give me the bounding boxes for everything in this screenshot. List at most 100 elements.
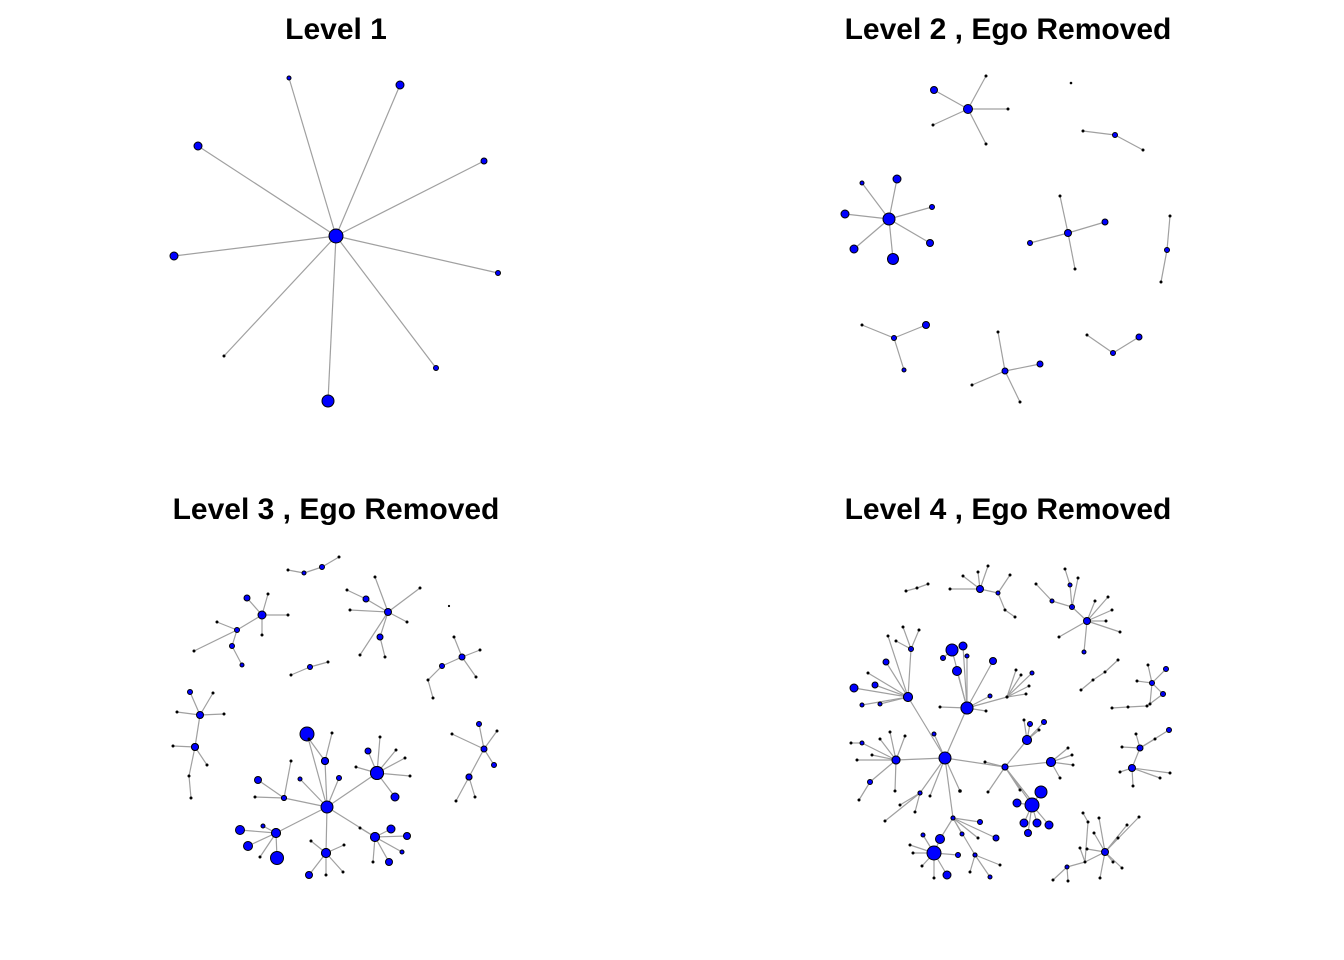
graph-edge (1099, 851, 1106, 879)
graph-edge (1004, 363, 1041, 372)
graph-node (474, 675, 478, 679)
graph-node (849, 741, 853, 745)
graph-node (1137, 815, 1141, 819)
hub-node (1128, 764, 1136, 772)
graph-node (403, 756, 407, 760)
hub-node (1024, 797, 1040, 813)
panel-title-level-3: Level 3 , Ego Removed (172, 493, 500, 526)
graph-edge (359, 611, 389, 656)
graph-edge (1086, 334, 1114, 354)
graph-node (307, 664, 313, 670)
graph-edge (247, 832, 277, 847)
graph-node (286, 75, 292, 81)
graph-edge (257, 779, 285, 799)
graph-edge (1104, 824, 1128, 853)
hub-node (328, 228, 344, 244)
graph-node (229, 643, 235, 649)
graph-edge (966, 660, 994, 709)
graph-node (383, 655, 387, 659)
graph-edge (197, 145, 337, 237)
graph-node (1153, 737, 1157, 741)
graph-node (476, 721, 482, 727)
graph-node (938, 705, 942, 709)
graph-node (894, 639, 898, 643)
graph-edge (861, 742, 897, 761)
graph-edge (1051, 600, 1073, 608)
graph-edge (290, 666, 311, 676)
graph-edge (997, 331, 1006, 372)
graph-node (986, 790, 990, 794)
graph-edge (283, 760, 292, 799)
graph-edge (853, 218, 890, 250)
hub-node (882, 212, 896, 226)
graph-node (1027, 721, 1033, 727)
graph-node (254, 776, 262, 784)
graph-edge (1082, 812, 1089, 823)
graph-node (341, 870, 345, 874)
graph-edge (952, 817, 976, 856)
graph-edge (893, 337, 905, 371)
graph-edge (287, 569, 305, 574)
graph-node (491, 762, 497, 768)
graph-node (1125, 823, 1129, 827)
graph-edge (997, 574, 1011, 594)
graph-node (1018, 788, 1022, 792)
graph-node (917, 628, 921, 632)
graph-edge (893, 324, 927, 339)
graph-node (1093, 599, 1097, 603)
graph-node (408, 774, 412, 778)
graph-edge (283, 797, 328, 808)
graph-node (286, 613, 290, 617)
graph-node (348, 608, 352, 612)
graph-node (1012, 798, 1022, 808)
graph-node (337, 555, 341, 559)
graph-node (961, 574, 965, 578)
graph-node (878, 737, 882, 741)
graph-node (358, 826, 362, 830)
graph-edge (1066, 861, 1086, 868)
hub-node (917, 790, 923, 796)
graph-node (930, 86, 938, 94)
graph-node (883, 819, 887, 823)
graph-node (239, 662, 245, 668)
graph-edge (907, 696, 946, 759)
graph-edge (236, 614, 263, 631)
graph-node (948, 587, 952, 591)
graph-node (307, 737, 311, 741)
graph-node (187, 689, 193, 695)
graph-node (321, 394, 335, 408)
graph-node (871, 681, 879, 689)
graph-node (243, 594, 251, 602)
graph-node (855, 758, 859, 762)
graph-node (1086, 820, 1090, 824)
graph-edge (1069, 584, 1073, 608)
graph-node (286, 568, 290, 572)
graph-node (336, 775, 342, 781)
graph-node (859, 180, 865, 186)
graph-node (952, 666, 962, 676)
panel-title-level-1: Level 1 (285, 13, 387, 46)
hub-node (960, 701, 974, 715)
graph-node (887, 253, 899, 265)
graph-node (984, 709, 988, 713)
graph-edge (916, 583, 929, 589)
graph-node (1024, 829, 1032, 837)
graph-node (454, 799, 458, 803)
graph-node (926, 239, 934, 247)
graph-node (1104, 619, 1108, 623)
graph-node (870, 753, 874, 757)
graph-edge (987, 766, 1006, 793)
graph-node (235, 825, 245, 835)
graph-node (450, 732, 454, 736)
graph-edge (966, 696, 1008, 709)
graph-edge (303, 566, 323, 574)
graph-node (867, 779, 873, 785)
hub-node (321, 848, 331, 858)
graph-node (989, 657, 997, 665)
graph-node (297, 776, 303, 782)
graph-edge (199, 713, 225, 716)
graph-node (385, 858, 393, 866)
graph-edge (346, 589, 367, 600)
graph-node (1085, 847, 1089, 851)
